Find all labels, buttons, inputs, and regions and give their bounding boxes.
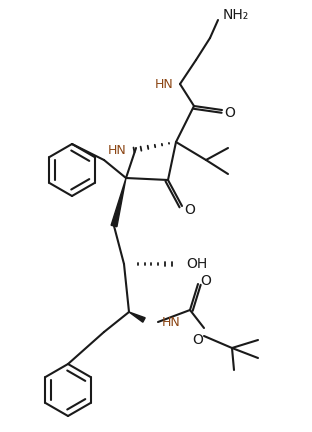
Text: O: O — [185, 203, 195, 217]
Text: HN: HN — [162, 317, 181, 330]
Text: O: O — [225, 106, 236, 120]
Text: HN: HN — [108, 143, 126, 156]
Text: O: O — [201, 274, 212, 288]
Text: O: O — [193, 333, 203, 347]
Text: HN: HN — [155, 79, 173, 92]
Polygon shape — [111, 178, 126, 227]
Polygon shape — [129, 312, 145, 322]
Text: NH₂: NH₂ — [223, 8, 249, 22]
Text: OH: OH — [186, 257, 207, 271]
